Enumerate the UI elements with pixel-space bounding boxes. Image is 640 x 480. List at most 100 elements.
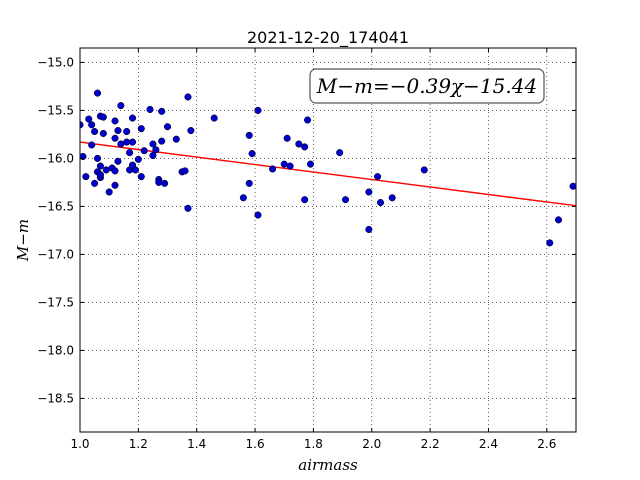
fit-line	[80, 141, 576, 207]
data-point	[91, 179, 99, 187]
x-tick-label: 2.0	[362, 437, 381, 451]
data-point	[569, 182, 576, 190]
y-tick-label: −15.0	[37, 55, 74, 69]
data-point	[304, 116, 312, 124]
y-tick-label: −16.0	[37, 151, 74, 165]
data-point	[99, 129, 107, 137]
data-point	[245, 131, 253, 139]
data-point	[137, 125, 145, 133]
y-tick-label: −18.0	[37, 343, 74, 357]
y-tick-label: −17.0	[37, 247, 74, 261]
data-point	[93, 154, 102, 162]
x-axis-label: airmass	[298, 456, 358, 474]
data-point	[374, 173, 382, 181]
data-point	[158, 107, 166, 115]
data-point	[96, 162, 104, 170]
data-point	[114, 127, 122, 135]
data-point	[114, 157, 122, 165]
data-point	[105, 188, 113, 196]
data-point	[91, 127, 99, 136]
data-point	[111, 167, 119, 175]
data-point	[184, 93, 192, 101]
data-point	[301, 196, 309, 204]
chart-title: 2021-12-20_174041	[247, 28, 409, 48]
data-point	[184, 204, 192, 212]
data-point	[286, 162, 294, 170]
data-point	[301, 143, 309, 151]
data-point	[158, 137, 166, 145]
data-point	[80, 121, 84, 129]
fit-annotation: M−m=−0.39χ−15.44	[309, 68, 545, 104]
data-point	[88, 141, 96, 149]
data-point	[336, 149, 344, 157]
data-point	[117, 102, 125, 110]
data-point	[146, 105, 154, 113]
data-point	[123, 127, 131, 136]
x-tick-label: 2.2	[421, 437, 440, 451]
data-point	[554, 216, 563, 224]
data-point	[152, 146, 160, 154]
data-point	[546, 239, 554, 247]
data-point	[181, 167, 189, 175]
data-point	[388, 194, 396, 202]
data-point	[341, 196, 350, 204]
data-point	[365, 225, 373, 233]
data-point	[128, 138, 137, 146]
data-point	[239, 194, 247, 202]
data-point	[111, 117, 119, 125]
data-point	[137, 173, 145, 181]
data-point	[172, 135, 180, 143]
data-point	[99, 113, 107, 121]
data-point	[295, 140, 303, 148]
data-point	[88, 121, 96, 129]
data-point	[111, 181, 119, 189]
data-point	[365, 188, 373, 196]
data-point	[149, 151, 157, 160]
x-tick-label: 1.0	[70, 437, 89, 451]
data-point	[306, 160, 315, 168]
plot-frame	[79, 47, 577, 433]
y-axis-label: M−m	[14, 219, 32, 262]
data-point	[187, 127, 195, 135]
data-point	[131, 166, 139, 174]
data-point	[420, 166, 428, 174]
data-point	[269, 165, 277, 173]
x-tick-label: 2.4	[479, 437, 498, 451]
data-point	[283, 134, 291, 142]
data-point	[163, 123, 172, 131]
data-point	[126, 149, 134, 157]
data-point	[245, 179, 253, 187]
data-point	[376, 199, 385, 207]
y-tick-label: −16.5	[37, 199, 74, 213]
y-tick-label: −18.5	[37, 391, 74, 405]
y-tick-label: −15.5	[37, 103, 74, 117]
x-tick-label: 1.6	[246, 437, 265, 451]
data-point	[82, 173, 90, 181]
data-point	[254, 211, 262, 219]
data-point	[155, 178, 163, 186]
annotation-text: M−m=−0.39χ−15.44	[316, 74, 537, 98]
x-tick-label: 1.4	[187, 437, 206, 451]
y-tick-label: −17.5	[37, 295, 74, 309]
annotation-box	[309, 68, 545, 104]
data-point	[149, 140, 157, 148]
data-point	[140, 147, 148, 155]
x-tick-label: 2.6	[537, 437, 556, 451]
data-point	[96, 171, 104, 179]
data-point	[134, 155, 142, 163]
data-point	[85, 115, 93, 123]
data-points	[80, 89, 576, 247]
grid	[79, 48, 576, 432]
x-tick-label: 1.8	[304, 437, 323, 451]
fit-line-layer	[80, 141, 576, 207]
data-point	[254, 106, 262, 114]
x-tick-label: 1.2	[129, 437, 148, 451]
data-point	[248, 150, 256, 158]
data-point	[111, 134, 119, 142]
axis-ticks: 1.0 1.2 1.4 1.6 1.8 2.0 2.2 2.4 2.6 −15.0 −15.5 −16…	[37, 48, 576, 451]
data-point	[128, 114, 137, 122]
data-point	[210, 114, 218, 122]
data-point	[93, 89, 102, 97]
data-point	[161, 179, 169, 187]
